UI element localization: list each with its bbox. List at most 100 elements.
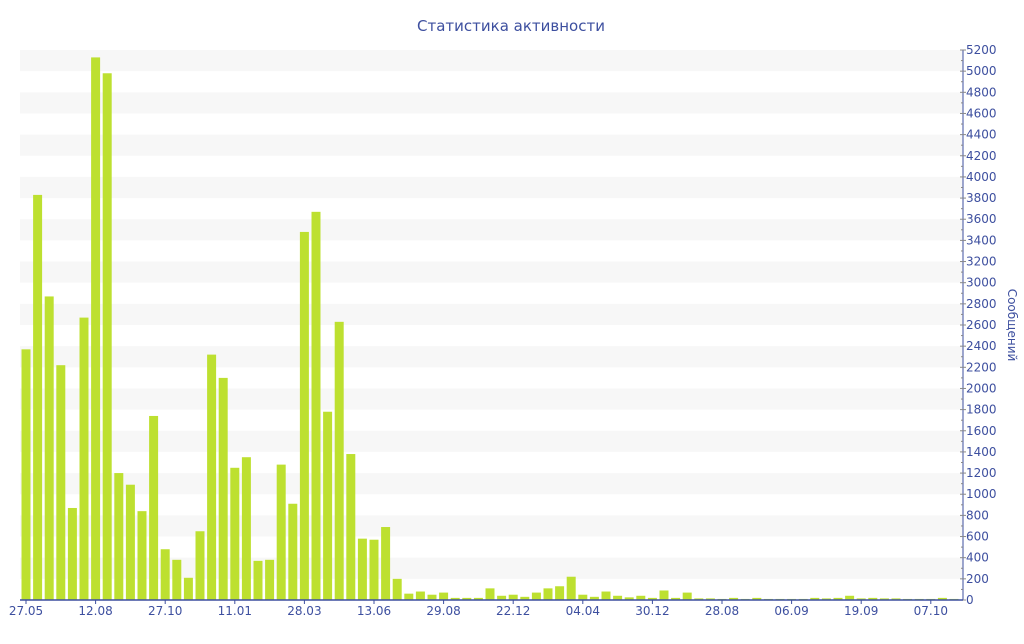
bar (671, 597, 681, 600)
y-tick-label: 1200 (966, 466, 997, 480)
chart-title: Статистика активности (417, 17, 605, 35)
bar (845, 595, 855, 600)
x-tick-label: 28.08 (705, 604, 739, 618)
bar (137, 511, 147, 600)
bar (346, 454, 356, 600)
bar (473, 597, 483, 600)
y-tick-label: 5200 (966, 43, 997, 57)
x-tick-label: 06.09 (774, 604, 808, 618)
y-tick-label: 1600 (966, 424, 997, 438)
bar (195, 531, 205, 600)
bar (647, 597, 657, 600)
bar (566, 576, 576, 600)
bar (694, 598, 704, 600)
y-tick-label: 3000 (966, 276, 997, 290)
grid-band (20, 134, 963, 156)
bar (508, 594, 518, 600)
x-tick-label: 30.12 (635, 604, 669, 618)
bar (149, 415, 159, 600)
bar (392, 578, 402, 600)
y-tick-label: 3800 (966, 191, 997, 205)
y-tick-label: 2200 (966, 360, 997, 374)
bar (288, 503, 298, 600)
y-tick-label: 1400 (966, 445, 997, 459)
bar (334, 321, 344, 600)
x-axis: 27.05 12.08 27.10 11.01 28.03 13.06 29.08 22.12… (9, 599, 963, 618)
bar (33, 194, 43, 600)
bar (439, 592, 449, 600)
x-tick-label: 29.08 (426, 604, 460, 618)
x-tick-label: 27.05 (9, 604, 43, 618)
grid-band (20, 346, 963, 368)
grid-band (20, 430, 963, 452)
bar (613, 595, 623, 600)
bar (624, 597, 634, 600)
grid-band (20, 92, 963, 114)
bar (659, 590, 669, 600)
bar (91, 57, 101, 600)
bar (218, 377, 228, 600)
x-tick-label: 04.04 (566, 604, 600, 618)
y-tick-label: 4800 (966, 85, 997, 99)
y-tick-label: 4400 (966, 128, 997, 142)
grid-band (20, 50, 963, 72)
bar (555, 586, 565, 600)
y-tick-label: 1000 (966, 487, 997, 501)
y-tick-label: 0 (966, 593, 974, 607)
bar (323, 411, 333, 600)
y-tick-label: 200 (966, 572, 989, 586)
bar (44, 296, 54, 600)
bar (125, 484, 135, 600)
bar (357, 538, 367, 600)
bar (589, 596, 599, 600)
bar (79, 317, 89, 600)
y-tick-label: 4000 (966, 170, 997, 184)
bar (172, 559, 182, 600)
bar (56, 365, 66, 600)
bar (67, 507, 77, 600)
bar (276, 464, 286, 600)
bar (543, 588, 553, 600)
y-tick-label: 3600 (966, 212, 997, 226)
bar (729, 597, 739, 600)
x-tick-label: 11.01 (218, 604, 252, 618)
bar (833, 597, 843, 600)
y-tick-label: 1800 (966, 403, 997, 417)
y-tick-label: 600 (966, 530, 989, 544)
y-tick-label: 3400 (966, 233, 997, 247)
bar (207, 354, 217, 600)
bar (810, 597, 820, 600)
bar (485, 588, 495, 600)
bar (879, 598, 889, 600)
bar (531, 592, 541, 600)
bar (497, 595, 507, 600)
bar (183, 577, 193, 600)
bar (102, 73, 112, 601)
grid-band (20, 303, 963, 325)
x-tick-label: 19.09 (844, 604, 878, 618)
y-tick-label: 4600 (966, 106, 997, 120)
bar (636, 595, 646, 600)
grid-band (20, 261, 963, 283)
x-tick-label: 27.10 (148, 604, 182, 618)
bar (241, 457, 251, 600)
bar (856, 598, 866, 600)
grid-band (20, 388, 963, 410)
bar (230, 467, 240, 600)
grid-bands (20, 50, 963, 579)
y-tick-label: 2600 (966, 318, 997, 332)
bar (114, 473, 124, 600)
bar (21, 349, 31, 600)
bar (578, 594, 588, 600)
x-tick-label: 28.03 (287, 604, 321, 618)
bar (682, 592, 692, 600)
y-tick-label: 3200 (966, 255, 997, 269)
bar (253, 560, 263, 600)
bar (160, 549, 170, 600)
bar (752, 597, 762, 600)
y-tick-label: 2800 (966, 297, 997, 311)
bar (450, 597, 460, 600)
x-tick-label: 22.12 (496, 604, 530, 618)
y-axis-label: Сообщений (1005, 289, 1019, 362)
y-tick-label: 2000 (966, 381, 997, 395)
